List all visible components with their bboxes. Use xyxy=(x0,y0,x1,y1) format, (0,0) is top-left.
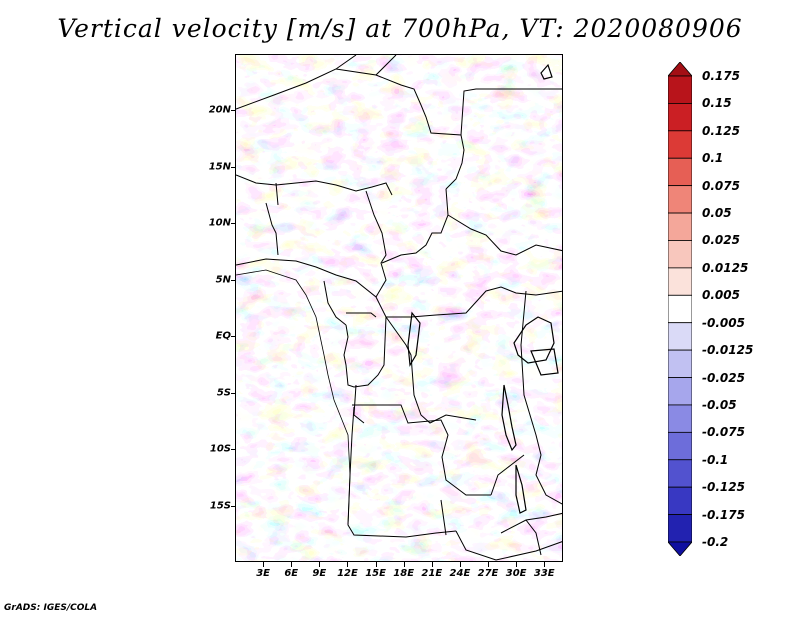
colorbar-label: -0.005 xyxy=(702,315,745,330)
colorbar-segment xyxy=(668,130,692,159)
lon-tick-mark xyxy=(347,562,349,567)
lon-tick-mark xyxy=(291,562,293,567)
colorbar-segment xyxy=(668,349,692,378)
colorbar-label: -0.125 xyxy=(702,480,745,495)
lat-tick-label: 10N xyxy=(208,217,231,229)
lon-tick-label: 33E xyxy=(533,568,555,579)
lat-tick-label: 15N xyxy=(208,161,231,173)
lat-tick-label: 5S xyxy=(216,387,231,399)
colorbar-segment xyxy=(668,75,692,104)
lat-tick-label: 20N xyxy=(208,104,231,116)
colorbar-label: -0.05 xyxy=(702,397,737,412)
coastline xyxy=(236,269,351,526)
colorbar-segment xyxy=(668,377,692,406)
lon-tick-label: 24E xyxy=(449,568,471,579)
colorbar-segment xyxy=(668,240,692,269)
lon-tick-mark xyxy=(319,562,321,567)
colorbar-segment xyxy=(668,103,692,132)
lat-tick-mark xyxy=(231,505,236,507)
colorbar-label: -0.1 xyxy=(702,452,729,467)
country-borders xyxy=(236,55,562,561)
lat-tick-mark xyxy=(231,223,236,225)
lat-tick-mark xyxy=(231,279,236,281)
vertical-velocity-map xyxy=(235,54,563,562)
lat-tick-label: EQ xyxy=(215,330,231,342)
lon-tick-mark xyxy=(375,562,377,567)
colorbar-label: 0.125 xyxy=(702,123,740,138)
colorbar-label: -0.2 xyxy=(702,535,729,549)
lat-tick-mark xyxy=(231,166,236,168)
colorbar-segment xyxy=(668,157,692,187)
lat-tick-label: 5N xyxy=(215,274,231,286)
map-canvas xyxy=(236,55,562,561)
colorbar-segment xyxy=(668,322,692,351)
colorbar-label: -0.025 xyxy=(702,370,745,385)
colorbar-label: 0.0125 xyxy=(702,260,749,275)
colorbar-label: -0.0125 xyxy=(702,343,754,358)
lon-tick-mark xyxy=(403,562,405,567)
colorbar-segment xyxy=(668,459,692,488)
lat-tick-mark xyxy=(231,336,236,338)
colorbar-segment xyxy=(668,212,692,241)
colorbar-label: 0.1 xyxy=(702,151,724,166)
colorbar-label: 0.075 xyxy=(702,178,740,193)
lon-tick-mark xyxy=(516,562,518,567)
colorbar-label: -0.075 xyxy=(702,425,745,440)
colorbar-segment xyxy=(668,267,692,296)
colorbar-label: 0.025 xyxy=(702,233,740,248)
lon-tick-label: 21E xyxy=(421,568,443,579)
lon-tick-mark xyxy=(431,562,433,567)
colorbar-segment xyxy=(668,404,692,433)
lon-tick-label: 12E xyxy=(337,568,358,579)
lat-tick-label: 10S xyxy=(209,443,231,455)
lon-tick-mark xyxy=(488,562,490,567)
colorbar-segment xyxy=(668,185,692,214)
lon-tick-label: 15E xyxy=(365,568,386,579)
lake-outlines xyxy=(407,63,559,514)
chart-title: Vertical velocity [m/s] at 700hPa, VT: 2… xyxy=(57,14,743,43)
lon-tick-label: 30E xyxy=(505,568,527,579)
lon-tick-mark xyxy=(544,562,546,567)
velocity-field xyxy=(236,55,562,561)
lat-tick-mark xyxy=(231,392,236,394)
colorbar-label: -0.175 xyxy=(702,507,745,522)
lon-tick-label: 6E xyxy=(284,568,299,579)
colorbar-segment xyxy=(668,431,692,461)
lon-tick-label: 9E xyxy=(312,568,327,579)
lat-tick-mark xyxy=(231,449,236,451)
lat-tick-mark xyxy=(231,110,236,112)
lon-tick-label: 3E xyxy=(256,568,271,579)
colorbar-label: 0.005 xyxy=(702,288,740,303)
lon-tick-mark xyxy=(459,562,461,567)
colorbar-segment xyxy=(668,541,692,556)
colorbar-segment xyxy=(668,62,692,77)
software-credit: GrADS: IGES/COLA xyxy=(4,603,98,613)
colorbar-label: 0.175 xyxy=(702,69,740,83)
lat-tick-label: 15S xyxy=(209,500,231,512)
lon-tick-label: 27E xyxy=(477,568,499,579)
colorbar-label: 0.05 xyxy=(702,206,732,221)
colorbar-segment xyxy=(668,514,692,543)
colorbar-segment xyxy=(668,486,692,515)
lon-tick-label: 18E xyxy=(393,568,415,579)
colorbar-label: 0.15 xyxy=(702,96,732,111)
colorbar-segment xyxy=(668,294,692,324)
colorbar xyxy=(668,62,692,556)
lon-tick-mark xyxy=(263,562,265,567)
